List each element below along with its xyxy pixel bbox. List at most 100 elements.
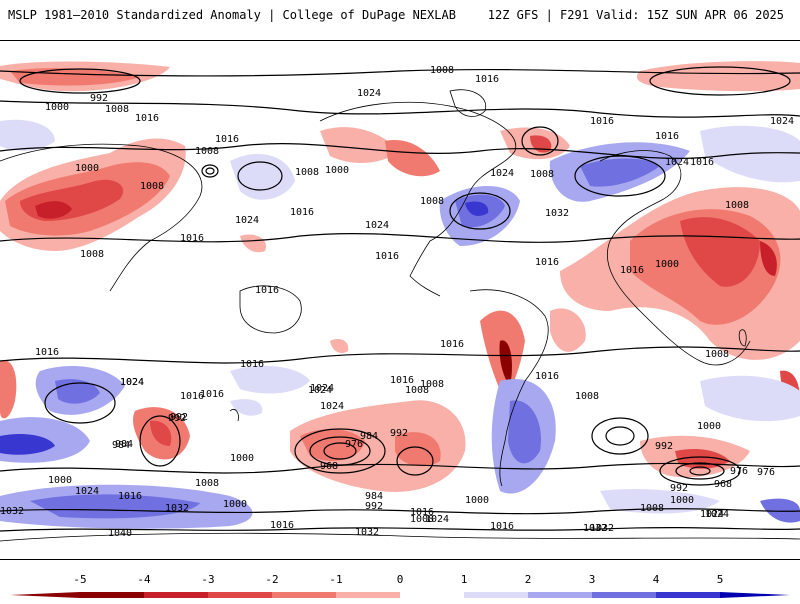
- colorbar-segment: [208, 592, 273, 598]
- isobar-label: 976: [730, 466, 748, 477]
- isobar-label: 1016: [535, 257, 559, 268]
- isobar-label: 1024: [705, 509, 729, 520]
- colorbar-tick-label: 5: [717, 573, 724, 586]
- colorbar-tick-label: 4: [653, 573, 660, 586]
- coastline-asia: [0, 143, 203, 292]
- colorbar-max-arrow: [720, 592, 790, 598]
- anomaly-positive-north-pacific: [230, 153, 295, 200]
- isobar-label: 1000: [75, 163, 99, 174]
- isobar-label: 1024: [320, 401, 344, 412]
- isobar-label: 968: [714, 479, 732, 490]
- isobar-label: 1024: [365, 220, 389, 231]
- isobar-label: 1016: [690, 157, 714, 168]
- isobar-label: 1000: [670, 495, 694, 506]
- isobar-label: 1032: [583, 523, 607, 534]
- isobar-label: 1016: [255, 285, 279, 296]
- anomaly-negative-west-indian: [0, 360, 17, 419]
- colorbar-tick-label: 3: [589, 573, 596, 586]
- isobar-label: 1008: [575, 391, 599, 402]
- isobar-label: 1032: [0, 506, 24, 517]
- isobar-label: 976: [345, 439, 363, 450]
- isobar-label: 1000: [465, 495, 489, 506]
- isobar-label: 1008: [705, 349, 729, 360]
- isobar-label: 1024: [120, 377, 144, 388]
- isobar-label: 984: [360, 431, 378, 442]
- isobar-label: 1032: [545, 208, 569, 219]
- isobar-label: 1016: [655, 131, 679, 142]
- isobar-label: 1040: [108, 528, 132, 539]
- isobar-label: 976: [757, 467, 775, 478]
- isobar-label: 968: [320, 461, 338, 472]
- colorbar-segment: [464, 592, 529, 598]
- isobar-label: 1008: [420, 196, 444, 207]
- isobar-label: 1016: [200, 389, 224, 400]
- isobar-label: 992: [168, 413, 186, 424]
- colorbar-tick-label: -5: [73, 573, 86, 586]
- isobar-label: 1000: [325, 165, 349, 176]
- isobar-label: 1016: [35, 347, 59, 358]
- isobar-label: 1024: [665, 157, 689, 168]
- isobar-label: 1016: [215, 134, 239, 145]
- isobar-label: 1032: [590, 523, 614, 534]
- isobar-label: 1016: [440, 339, 464, 350]
- colorbar-segment: [656, 592, 721, 598]
- isobar-label: 984: [115, 439, 133, 450]
- isobar-label: 984: [365, 491, 383, 502]
- colorbar: -5 -4 -3 -2 -1 0 1 2 3 4 5: [0, 566, 800, 600]
- anomaly-map[interactable]: 1008 1016 992 1000 1008 1016 1024 1016 1…: [0, 41, 800, 560]
- isobar-label: 992: [365, 501, 383, 512]
- anomaly-negative-south-pacific: [290, 400, 466, 492]
- isobar-label: 1008: [140, 181, 164, 192]
- colorbar-svg: -5 -4 -3 -2 -1 0 1 2 3 4 5: [10, 573, 790, 598]
- anomaly-fill-layer: [0, 61, 800, 529]
- isobar-label: 992: [670, 483, 688, 494]
- isobar-label: 1024: [357, 88, 381, 99]
- isobar-label: 1024: [75, 486, 99, 497]
- isobar-label: 992: [390, 428, 408, 439]
- isobar-label: 1024: [235, 215, 259, 226]
- isobar-label: 1016: [475, 74, 499, 85]
- colorbar-tick-label: 2: [525, 573, 532, 586]
- isobar-label: 1016: [180, 391, 204, 402]
- isobar-label: 1016: [135, 113, 159, 124]
- isobar-label: 1024: [770, 116, 794, 127]
- colorbar-tick-label: -4: [137, 573, 151, 586]
- isobar-label: 1016: [590, 116, 614, 127]
- isobar-label-layer: 1008 1016 992 1000 1008 1016 1024 1016 1…: [0, 65, 794, 539]
- isobar-label: 1016: [290, 207, 314, 218]
- coastline-north-america: [319, 101, 517, 297]
- isobar-label: 1032: [165, 503, 189, 514]
- colorbar-tick-label: -2: [265, 573, 278, 586]
- isobar-label: 1016: [270, 520, 294, 531]
- colorbar-tick-label: -3: [201, 573, 214, 586]
- isobar-label: 1008: [295, 167, 319, 178]
- isobar-label: 1008: [640, 503, 664, 514]
- isobar-label: 1024: [120, 377, 144, 388]
- isobar-label: 1000: [230, 453, 254, 464]
- isobar-label: 1032: [355, 527, 379, 538]
- colorbar-segment: [528, 592, 593, 598]
- isobar-label: 1016: [535, 371, 559, 382]
- isobar-label: 1016: [490, 521, 514, 532]
- model-run-info: 12Z GFS | F291 Valid: 15Z SUN APR 06 202…: [487, 8, 784, 22]
- coastline-africa: [599, 150, 751, 366]
- isobar-label: 1024: [490, 168, 514, 179]
- isobar-label: 1008: [195, 478, 219, 489]
- header: MSLP 1981–2010 Standardized Anomaly | Co…: [0, 0, 800, 36]
- colorbar-segment: [272, 592, 337, 598]
- isobar-label: 1008: [410, 514, 434, 525]
- colorbar-tick-label: 1: [461, 573, 468, 586]
- isobar-label: 1024: [308, 385, 332, 396]
- coastline-australia: [239, 285, 302, 334]
- colorbar-min-arrow: [10, 592, 80, 598]
- colorbar-tick-label: 0: [397, 573, 404, 586]
- map-panel[interactable]: 1008 1016 992 1000 1008 1016 1024 1016 1…: [0, 40, 800, 560]
- isobar-label: 1000: [45, 102, 69, 113]
- isobar-label: 1000: [48, 475, 72, 486]
- isobar-label: 1016: [180, 233, 204, 244]
- isobar-label: 1008: [80, 249, 104, 260]
- anomaly-negative-north-pacific-east: [636, 61, 800, 92]
- isobar-label: 1008: [105, 104, 129, 115]
- colorbar-segment: [592, 592, 657, 598]
- colorbar-segment: [400, 592, 465, 598]
